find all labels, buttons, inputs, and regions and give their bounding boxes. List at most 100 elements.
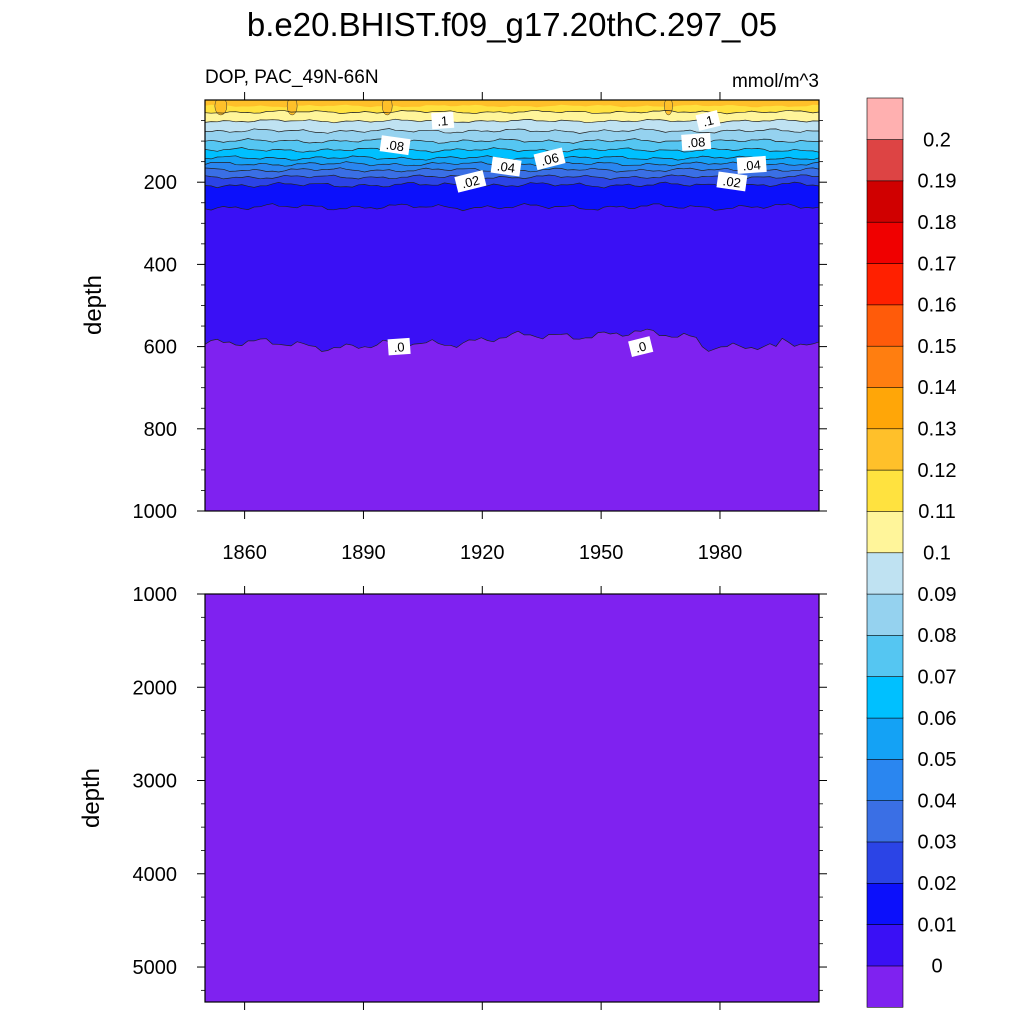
contour-label-text: .06	[539, 150, 560, 169]
contour-label: .02	[454, 170, 487, 193]
x-tick-label: 1980	[698, 542, 743, 564]
colorbar-swatch	[866, 180, 904, 223]
x-tick-label: 1860	[222, 542, 267, 564]
colorbar-swatch	[866, 304, 904, 347]
colorbar-label: 0.15	[918, 336, 957, 358]
colorbar-swatch	[866, 758, 904, 801]
y-tick-label: 4000	[133, 864, 178, 886]
bottom-contour-fill	[205, 594, 819, 1002]
top-axis-ticks: 200 400 600 800 1000 1860 1890 1920 1950 1980	[133, 92, 827, 564]
contour-label-text: .0	[634, 338, 648, 355]
colorbar-label: 0.11	[918, 501, 955, 523]
contour-label-box	[681, 132, 712, 151]
colorbar-swatch	[866, 717, 904, 760]
y-tick-label: 200	[144, 172, 177, 194]
contour-label-box	[431, 111, 455, 130]
contour-label: .0	[628, 336, 654, 358]
colorbar-swatch	[866, 97, 904, 140]
chart-title: b.e20.BHIST.f09_g17.20thC.297_05	[247, 6, 777, 43]
colorbar-swatch	[866, 386, 904, 430]
colorbar-swatch	[866, 634, 904, 677]
contour-label: .04	[490, 156, 522, 177]
colorbar-swatch	[866, 800, 904, 843]
contour-line	[205, 174, 819, 180]
colorbar-swatch	[866, 841, 904, 884]
colorbar-label: 0.08	[918, 625, 957, 647]
y-tick-label: 400	[144, 254, 177, 276]
colorbar-label: 0.12	[918, 460, 957, 482]
colorbar-label: 0.09	[918, 584, 957, 606]
y-tick-label: 1000	[133, 584, 178, 606]
contour-line	[205, 181, 819, 189]
colorbar-label: 0.02	[918, 873, 957, 895]
colorbar-swatch	[866, 469, 904, 512]
contour-label-text: .1	[437, 113, 449, 129]
top-panel: .1.1.08.08.06.04.04.02.02.0.0 2004006008…	[80, 92, 827, 564]
colorbar-label: 0.17	[918, 253, 957, 275]
colorbar-swatch	[866, 428, 904, 471]
colorbar-swatch	[866, 262, 904, 306]
y-tick-label: 2000	[133, 677, 178, 699]
bottom-panel: 1000 2000 3000 4000 5000 depth	[78, 584, 827, 1010]
colorbar-label: 0.06	[918, 708, 957, 730]
bottom-axis-ticks: 1000 2000 3000 4000 5000	[133, 584, 827, 1010]
contour-line	[205, 328, 819, 352]
contour-label: .08	[379, 135, 411, 156]
colorbar-label: 0.1	[923, 543, 951, 565]
y-tick-label: 1000	[133, 501, 178, 523]
colorbar-swatch	[866, 345, 904, 388]
x-tick-label: 1920	[460, 542, 505, 564]
contour-label-text: .04	[742, 157, 761, 173]
colorbar: 0 0.01 0.02 0.03 0.04 0.05 0.06 0.07 0.08 0.09 0.1…	[866, 97, 957, 1008]
colorbar-swatch	[866, 139, 904, 182]
colorbar-label: 0.18	[918, 212, 957, 234]
contour-label-box	[695, 110, 721, 131]
contour-label-text: .0	[393, 339, 405, 355]
contour-label-text: .08	[385, 137, 405, 154]
top-contour-labels: .1.1.08.08.06.04.04.02.02.0.0	[379, 110, 767, 358]
colorbar-swatch	[866, 510, 904, 554]
colorbar-label: 0	[931, 956, 942, 978]
contour-label-box	[628, 336, 654, 358]
colorbar-swatch	[866, 221, 904, 264]
colorbar-label: 0.07	[918, 667, 957, 689]
colorbar-swatch	[866, 593, 904, 636]
contour-label-text: .04	[496, 158, 516, 175]
contour-line	[205, 138, 819, 144]
colorbar-swatch	[866, 882, 904, 925]
colorbar-swatch	[866, 676, 904, 719]
contour-label: .08	[681, 132, 712, 151]
contour-label-text: .02	[460, 172, 481, 191]
colorbar-swatch	[866, 965, 904, 1008]
colorbar-swatch	[866, 552, 904, 595]
colorbar-label: 0.05	[918, 749, 957, 771]
contour-label-box	[716, 171, 748, 192]
colorbar-label: 0.19	[918, 171, 957, 193]
colorbar-label: 0.2	[923, 129, 951, 151]
surface-patch	[664, 100, 673, 116]
contour-line	[205, 128, 819, 134]
colorbar-label: 0.13	[918, 419, 957, 441]
contour-label-box	[379, 135, 411, 156]
contour-label: .0	[387, 337, 411, 356]
surface-patch	[214, 100, 228, 116]
contour-label-text: .02	[722, 173, 742, 190]
contour-label-box	[490, 156, 522, 177]
y-tick-label: 800	[144, 419, 177, 441]
band-0-deep	[205, 594, 819, 1002]
contour-line	[205, 203, 819, 212]
contour-label: .1	[431, 111, 455, 130]
contour-label-text: .1	[701, 112, 715, 129]
colorbar-label: 0.16	[918, 295, 957, 317]
surface-patch	[286, 100, 298, 116]
contour-label: .1	[695, 110, 721, 131]
contour-label: .02	[716, 171, 748, 192]
contour-label: .06	[533, 147, 566, 171]
y-tick-label: 5000	[133, 957, 178, 979]
surface-patch	[381, 100, 393, 116]
contour-label-box	[454, 170, 487, 193]
contour-label-box	[387, 337, 411, 356]
top-y-axis-title: depth	[80, 275, 107, 335]
panel-units-label: mmol/m^3	[732, 71, 819, 92]
